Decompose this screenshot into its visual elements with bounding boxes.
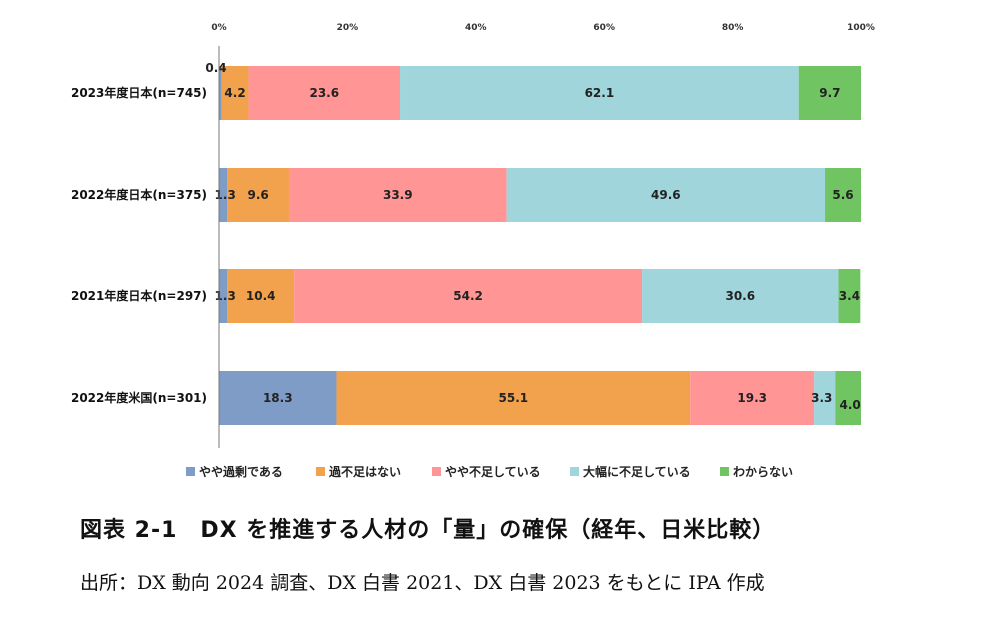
category-label: 2022年度米国(n=301) [71, 390, 207, 405]
bar-segment [400, 66, 799, 120]
bar-segment [219, 168, 228, 222]
x-tick-label: 100% [847, 23, 875, 33]
stacked-bar-chart: 0% 20% 40% 60% 80% 100% 0.4 4.2 23.6 62.1 9.7 1.3 9… [71, 23, 875, 479]
data-label: 4.2 [224, 86, 245, 100]
bar-segment [838, 269, 861, 323]
data-label: 9.6 [248, 188, 269, 202]
category-labels: 2023年度日本(n=745) 2022年度日本(n=375) 2021年度日本(n… [71, 85, 207, 405]
bar-segment [506, 168, 826, 222]
legend-label: やや過剰である [199, 464, 283, 479]
data-label: 30.6 [725, 289, 755, 303]
bar-segment [294, 269, 643, 323]
data-label: 9.7 [819, 86, 840, 100]
x-tick-label: 0% [211, 23, 226, 33]
legend-swatch [432, 467, 441, 476]
data-label: 4.0 [840, 398, 861, 412]
legend: やや過剰である 過不足はない やや不足している 大幅に不足している わからない [186, 464, 793, 479]
data-label: 54.2 [453, 289, 483, 303]
bar-segment [642, 269, 839, 323]
legend-label: 過不足はない [328, 464, 401, 479]
x-tick-label: 60% [593, 23, 615, 33]
x-tick-label: 40% [465, 23, 487, 33]
bar-segment [835, 371, 861, 425]
data-label: 62.1 [585, 86, 615, 100]
category-label: 2022年度日本(n=375) [71, 187, 207, 202]
bars [219, 66, 861, 425]
data-label: 10.4 [246, 289, 276, 303]
bar-segment [825, 168, 861, 222]
category-label: 2023年度日本(n=745) [71, 85, 207, 100]
bar-segment [227, 168, 289, 222]
x-tick-label: 80% [722, 23, 744, 33]
data-label: 1.3 [215, 188, 236, 202]
bar-segment [248, 66, 401, 120]
bar-segment [690, 371, 815, 425]
bar-segment [227, 269, 295, 323]
x-axis-ticks: 0% 20% 40% 60% 80% 100% [211, 23, 875, 33]
data-label: 5.6 [832, 188, 853, 202]
data-label: 0.4 [205, 61, 226, 75]
x-tick-label: 20% [337, 23, 359, 33]
bar-segment [219, 269, 228, 323]
category-label: 2021年度日本(n=297) [71, 288, 207, 303]
data-label: 3.4 [839, 289, 860, 303]
data-label: 1.3 [215, 289, 236, 303]
data-labels: 0.4 4.2 23.6 62.1 9.7 1.3 9.6 33.9 49.6 5.6 1.3 10.… [205, 61, 860, 412]
legend-swatch [720, 467, 729, 476]
bar-segment [219, 66, 222, 120]
bar-segment [336, 371, 691, 425]
bar-segment [288, 168, 507, 222]
data-label: 23.6 [309, 86, 339, 100]
figure-source: 出所：DX 動向 2024 調査、DX 白書 2021、DX 白書 2023 を… [80, 572, 765, 594]
data-label: 3.3 [811, 391, 832, 405]
legend-swatch [570, 467, 579, 476]
data-label: 55.1 [499, 391, 529, 405]
data-label: 18.3 [263, 391, 293, 405]
bar-segment [219, 371, 337, 425]
data-label: 33.9 [383, 188, 413, 202]
legend-label: 大幅に不足している [583, 464, 691, 479]
bar-segment [814, 371, 836, 425]
bar-segment [221, 66, 249, 120]
figure-title: 図表 2-1 DX を推進する人材の「量」の確保（経年、日米比較） [80, 518, 776, 543]
legend-swatch [186, 467, 195, 476]
legend-label: やや不足している [445, 465, 541, 479]
data-label: 49.6 [651, 188, 681, 202]
bar-segment [798, 66, 861, 120]
legend-swatch [316, 467, 325, 476]
legend-label: わからない [733, 465, 793, 479]
data-label: 19.3 [737, 391, 767, 405]
